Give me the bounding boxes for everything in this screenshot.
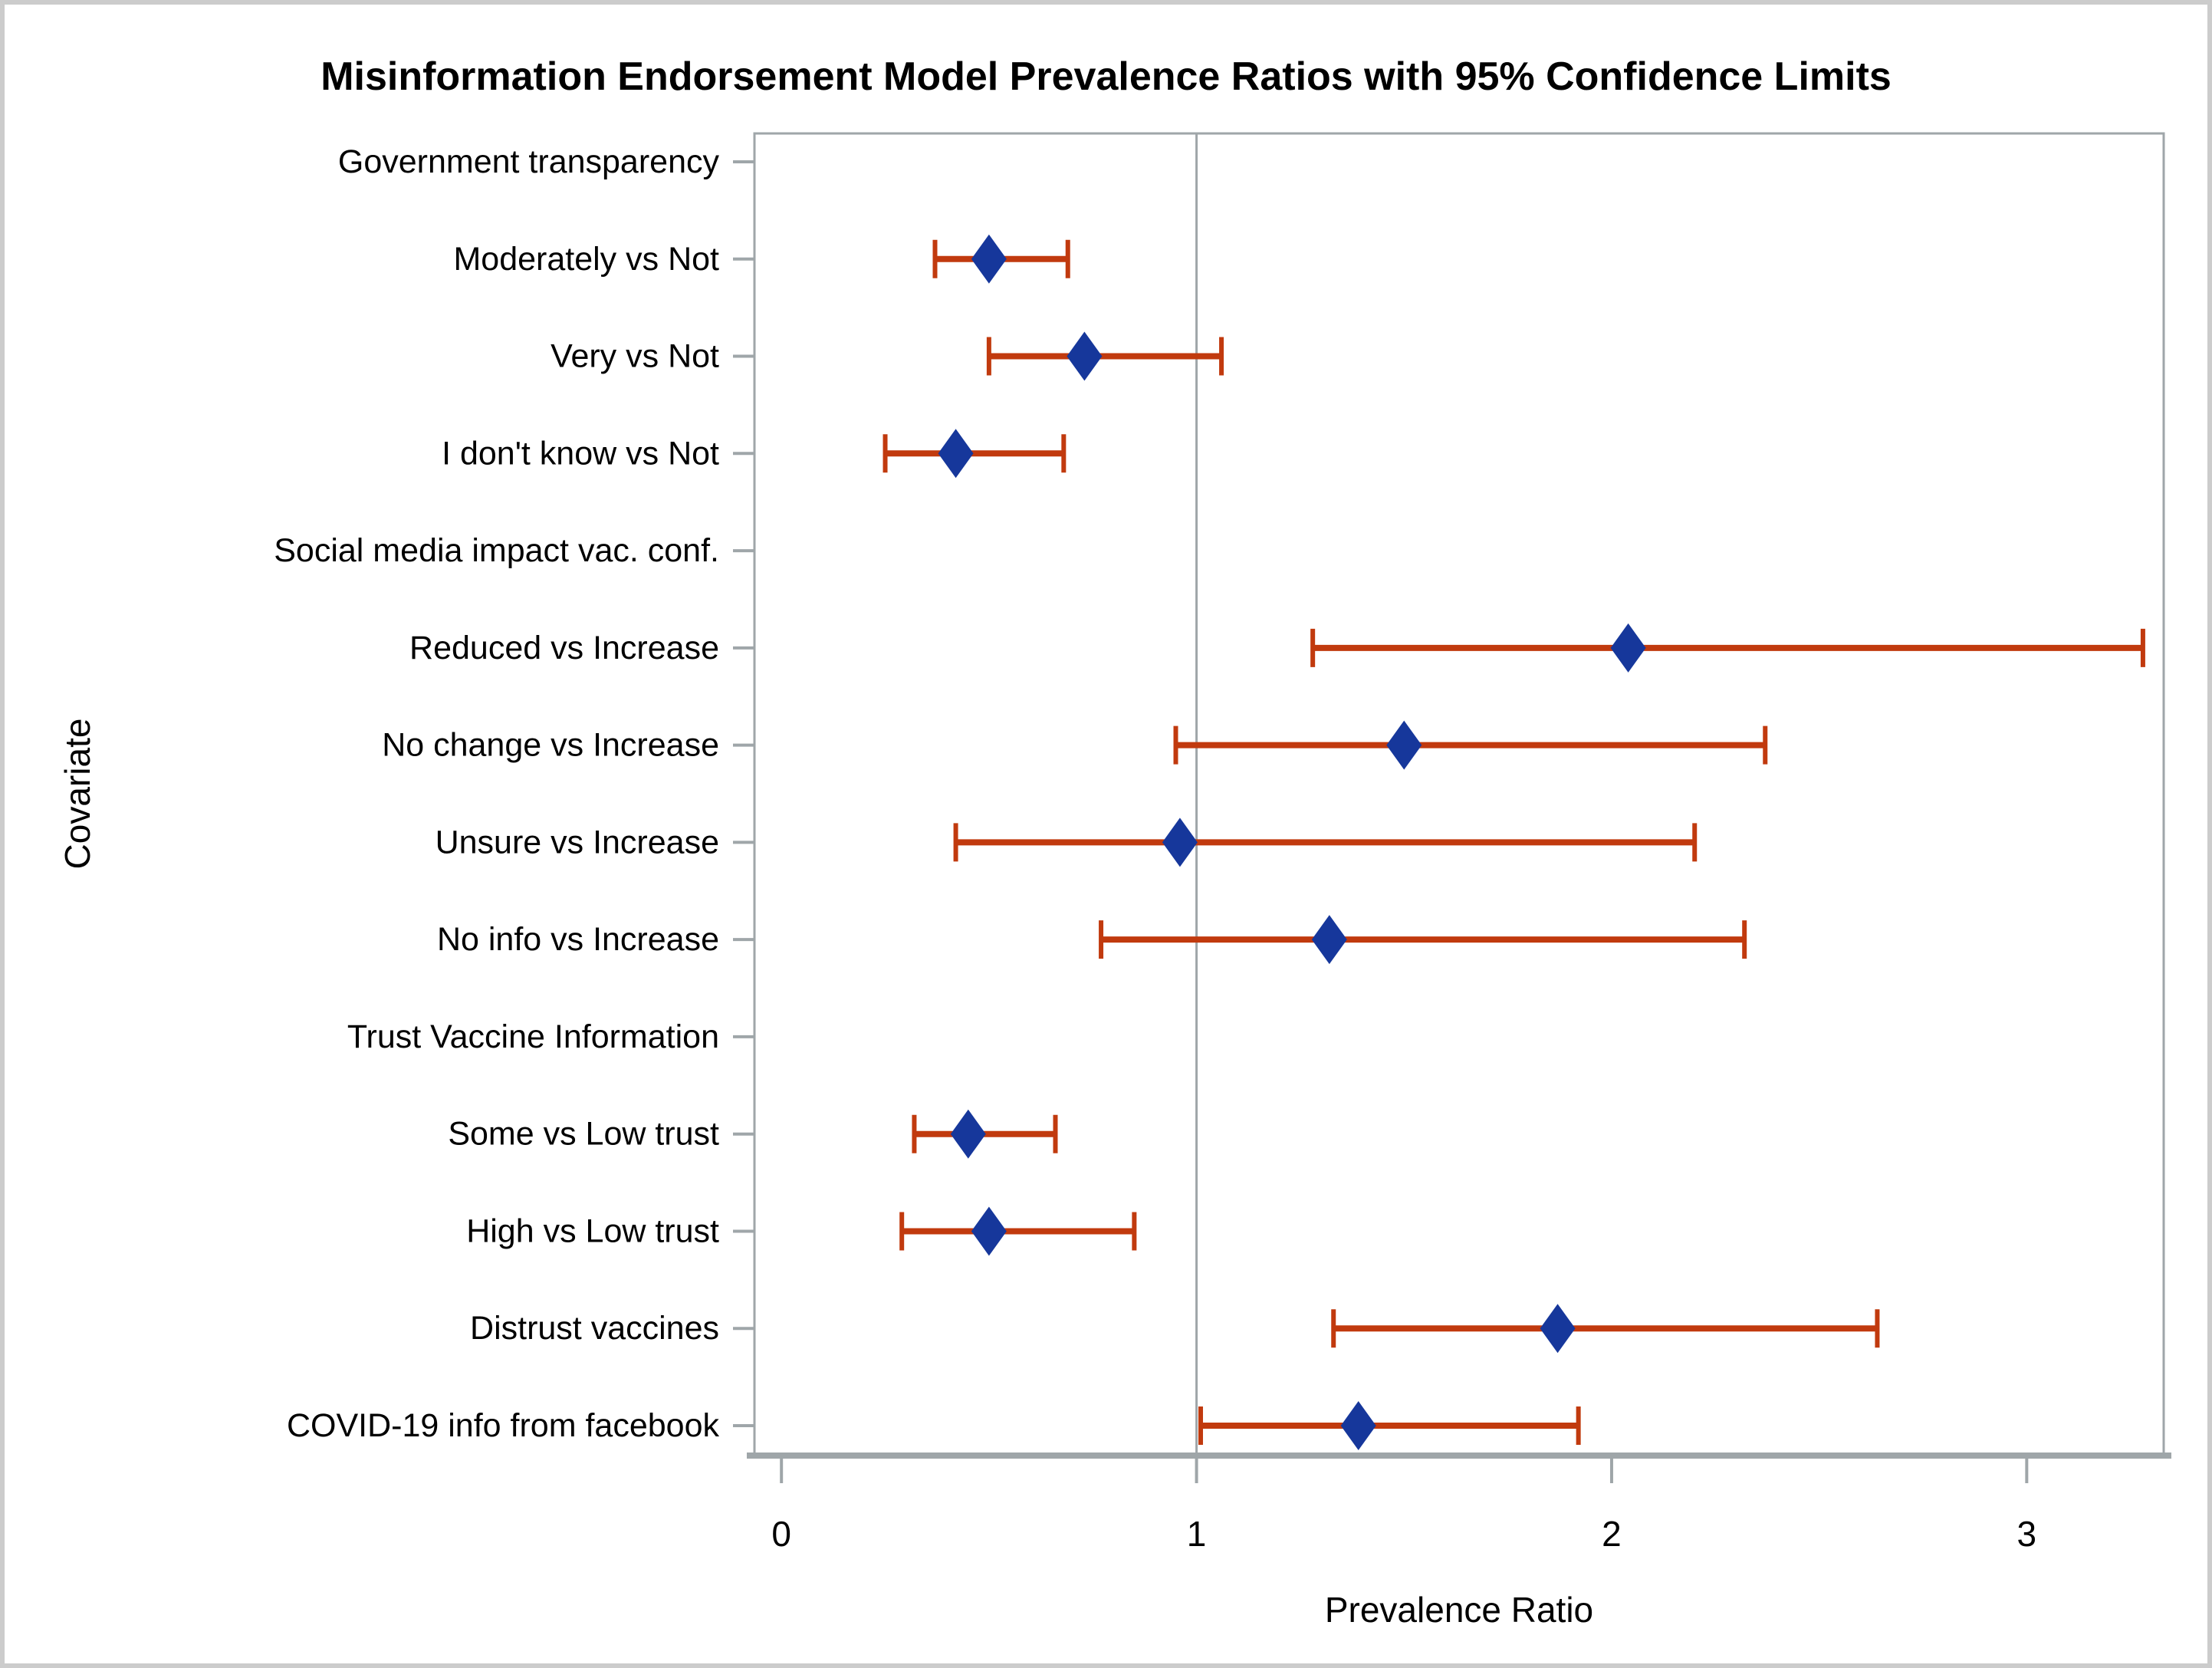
point-estimate-diamond [1067,331,1103,381]
category-label: Distrust vaccines [470,1310,719,1347]
point-estimate-diamond [1311,915,1347,965]
x-tick-label: 0 [771,1514,791,1554]
plot-canvas: 0 1 2 3 Government transparency Moderately vs… [274,132,2171,1554]
x-tick-label: 3 [2017,1514,2037,1554]
point-estimate-diamond [938,429,974,479]
point-estimate-diamond [1386,720,1422,770]
category-label: Unsure vs Increase [435,824,719,860]
x-tick-label: 2 [1602,1514,1622,1554]
point-estimate-diamond [1340,1401,1376,1450]
category-label: No change vs Increase [382,727,719,764]
category-label: Some vs Low trust [448,1116,719,1153]
point-estimate-diamond [971,1206,1007,1256]
point-estimate-diamond [950,1109,986,1159]
category-label: Reduced vs Increase [409,630,719,666]
chart-title: Misinformation Endorsement Model Prevale… [320,54,1892,99]
x-axis-title: Prevalence Ratio [1324,1590,1594,1630]
x-tick-label: 1 [1187,1514,1207,1554]
category-group-label: Government transparency [338,143,720,180]
plot-frame [753,132,2165,1456]
point-estimate-diamond [971,234,1007,284]
category-label: COVID-19 info from facebook [287,1407,720,1444]
point-estimate-diamond [1162,818,1198,867]
category-label: Moderately vs Not [453,241,719,278]
category-label: I don't know vs Not [442,435,719,472]
category-label: Very vs Not [551,338,719,375]
category-label: High vs Low trust [466,1212,719,1249]
point-estimate-diamond [1610,623,1646,673]
category-group-label: Trust Vaccine Information [347,1018,719,1055]
category-group-label: Social media impact vac. conf. [274,532,719,569]
category-label: No info vs Increase [437,921,719,958]
point-estimate-diamond [1540,1304,1576,1354]
